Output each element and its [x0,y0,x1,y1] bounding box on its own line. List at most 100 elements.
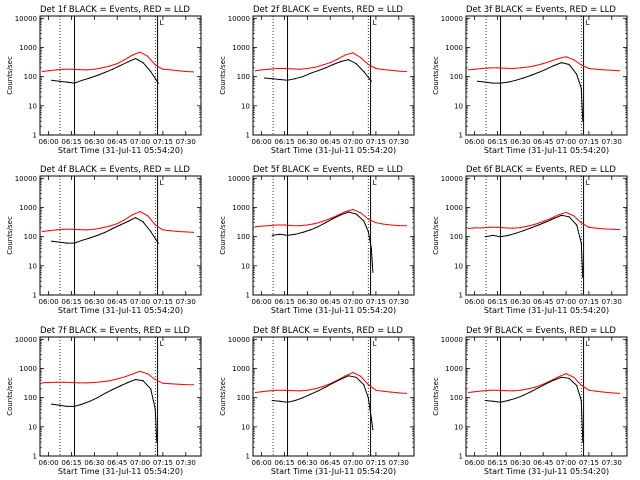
events-data-point [264,77,266,79]
events-data-point [51,403,53,405]
events-data-point [286,401,289,403]
events-data-point [332,382,334,384]
y-axis-label: Counts/sec [219,56,227,95]
events-data-point [538,224,540,226]
lld-data-point [48,70,50,72]
events-series-line [477,62,584,122]
x-tick-label: 07:30 [602,459,622,467]
lld-data-point [131,373,133,375]
lld-data-point [63,228,65,230]
lld-data-point [588,67,590,70]
y-tick-label: 10000 [15,175,37,183]
events-data-point [309,393,311,395]
lld-data-point [48,230,50,232]
lld-data-point [603,228,605,230]
y-tick-label: 1 [33,292,37,300]
x-axis-label: Start Time (31-Jul-11 05:54:20) [484,146,609,155]
x-tick-label: 07:15 [579,459,599,467]
y-tick-label: 100 [237,233,250,241]
lld-data-point [595,68,598,70]
lld-data-point [299,225,301,227]
lld-data-point [254,70,257,72]
lld-data-point [382,69,385,71]
events-data-point [309,72,311,74]
lld-data-point [398,225,400,227]
events-data-point [51,79,53,81]
annotation-label: L [160,340,164,348]
events-data-point [372,271,374,273]
lld-data-point [527,225,529,227]
y-tick-label: 100 [450,73,463,81]
x-tick-label: 07:15 [579,138,599,146]
events-data-point [119,385,121,387]
y-tick-label: 1 [246,453,250,461]
events-data-point [530,227,532,229]
lld-data-point [70,381,73,384]
plot-frame [39,175,202,296]
lld-data-point [276,67,278,70]
lld-data-point [306,224,308,226]
lld-data-point [306,67,308,70]
events-data-point [363,220,365,222]
events-series-line [51,217,159,244]
lld-data-point [542,383,544,385]
lld-data-point [519,67,521,69]
annotation-label: L [586,19,590,27]
lld-data-point [360,212,362,214]
events-series-line [272,211,374,273]
lld-data-point [565,56,567,58]
y-tick-label: 10000 [228,336,250,344]
x-tick-label: 07:15 [153,459,173,467]
events-data-point [477,80,479,82]
x-tick-label: 06:00 [252,138,272,146]
events-data-point [499,82,502,84]
events-data-point [530,74,532,76]
x-tick-label: 07:00 [343,298,363,306]
events-data-point [568,377,570,379]
lld-data-point [283,67,286,70]
x-tick-label: 06:15 [487,138,507,146]
events-data-point [507,234,509,236]
lld-data-point [535,223,537,225]
x-tick-label: 07:15 [366,138,386,146]
lld-data-point [86,229,88,231]
x-tick-label: 06:45 [320,298,340,306]
lld-data-point [55,69,57,71]
x-axis-label: Start Time (31-Jul-11 05:54:20) [58,146,183,155]
panel-title: Det 7f BLACK = Events, RED = LLD [40,326,190,336]
lld-data-point [268,390,270,392]
x-tick-label: 06:30 [297,138,317,146]
lld-data-point [192,384,194,386]
plot-frame [252,175,415,296]
x-tick-label: 07:30 [176,459,196,467]
lld-data-point [55,381,57,383]
events-data-point [89,77,91,79]
events-data-point [363,70,365,73]
events-data-point [582,120,584,122]
lld-data-point [329,62,331,64]
events-data-point [560,62,563,64]
events-data-point [81,403,83,405]
x-tick-label: 07:30 [389,138,409,146]
lld-data-point [109,225,111,227]
events-data-point [279,233,281,235]
lld-data-point [268,225,270,227]
x-tick-label: 07:30 [176,138,196,146]
lld-data-point [185,70,187,73]
annotation-label: L [160,19,164,27]
lld-data-point [63,381,65,383]
lld-data-point [139,211,141,213]
lld-data-point [124,376,126,378]
lld-data-point [382,390,385,392]
annotation-label: L [373,179,377,187]
lld-data-point [467,391,470,394]
events-data-point [355,376,357,378]
lld-data-point [611,228,613,230]
lld-data-point [550,60,552,62]
lld-data-point [322,386,324,388]
events-data-point [89,400,91,402]
lld-data-point [481,390,483,392]
x-tick-label: 07:00 [556,298,576,306]
events-data-point [271,234,273,236]
